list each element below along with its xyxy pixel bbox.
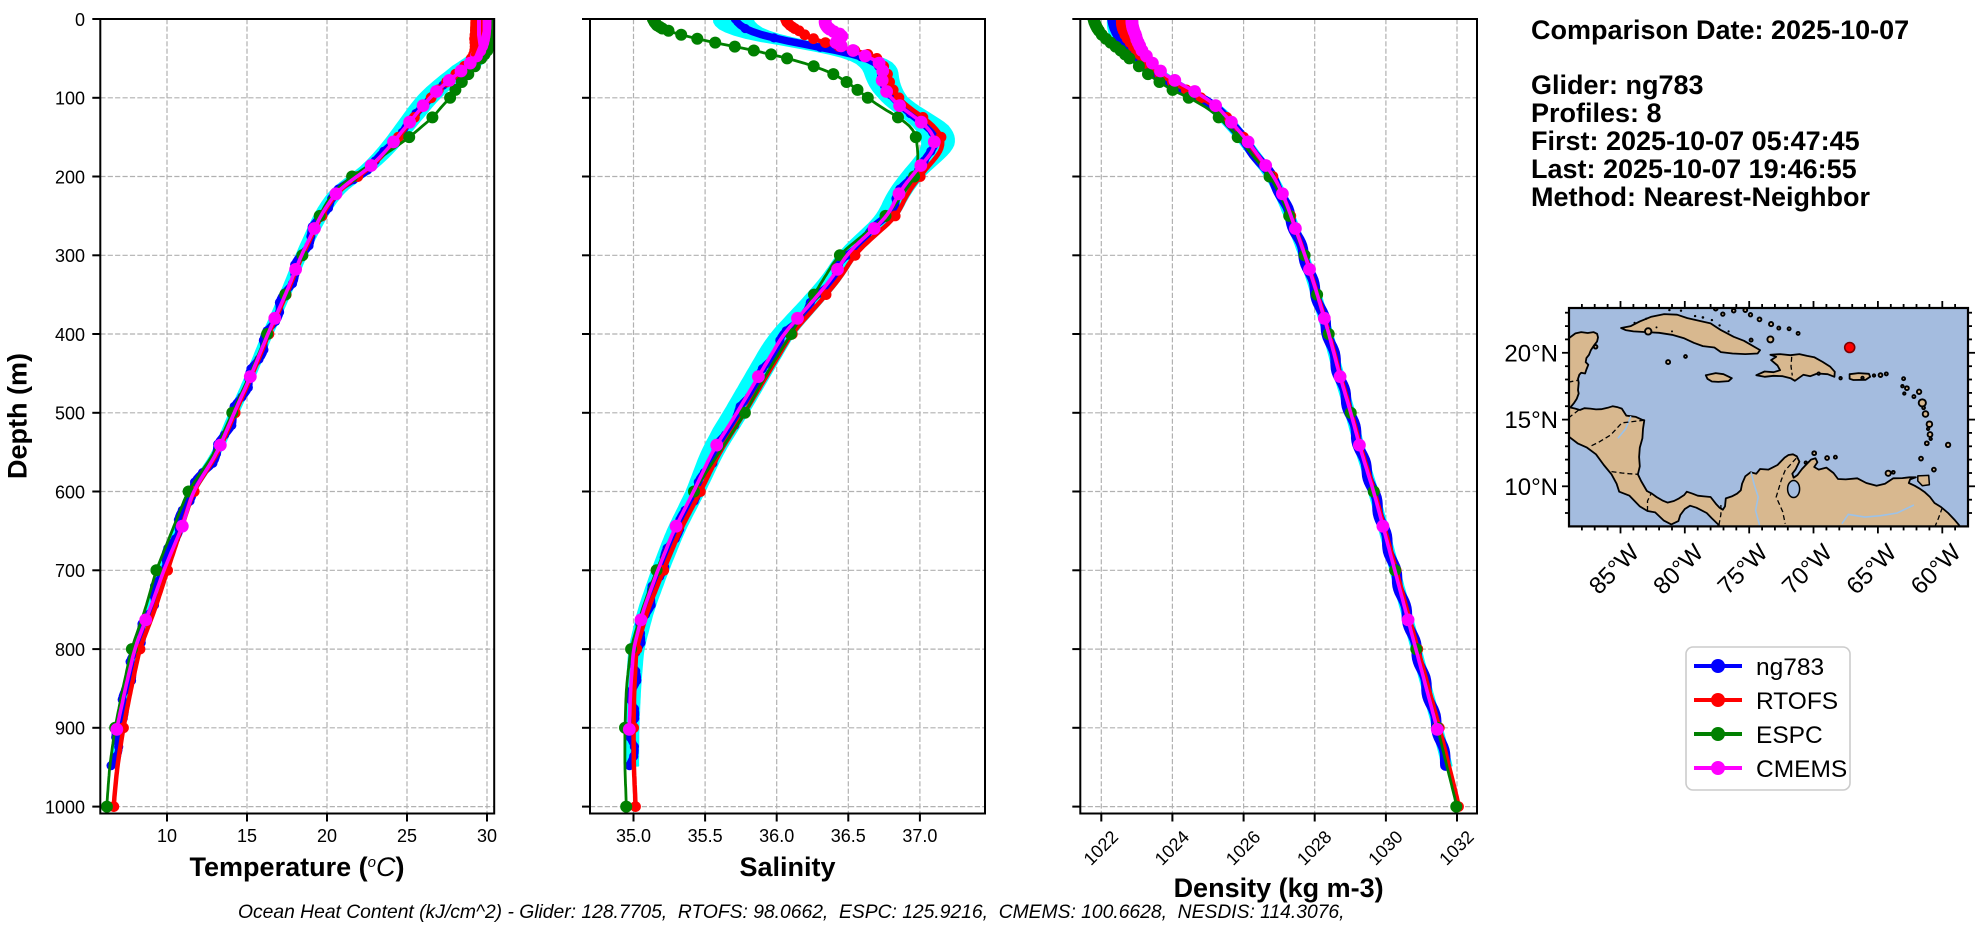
svg-text:10: 10 [157,826,177,846]
svg-text:300: 300 [55,246,85,266]
svg-text:Temperature (oC): Temperature (oC) [190,852,405,882]
svg-text:First: 2025-10-07 05:47:45: First: 2025-10-07 05:47:45 [1531,126,1860,156]
svg-text:400: 400 [55,325,85,345]
svg-text:200: 200 [55,167,85,187]
svg-text:100: 100 [55,89,85,109]
svg-text:Comparison Date: 2025-10-07: Comparison Date: 2025-10-07 [1531,15,1909,45]
svg-text:36.0: 36.0 [759,826,794,846]
svg-text:25: 25 [397,826,417,846]
svg-text:15°N: 15°N [1504,407,1558,434]
svg-text:36.5: 36.5 [831,826,866,846]
svg-text:Salinity: Salinity [739,852,835,882]
svg-text:35.0: 35.0 [616,826,651,846]
svg-text:600: 600 [55,482,85,502]
svg-text:Last: 2025-10-07 19:46:55: Last: 2025-10-07 19:46:55 [1531,154,1857,184]
svg-text:ng783: ng783 [1756,654,1824,681]
svg-text:RTOFS: RTOFS [1756,688,1838,715]
svg-text:900: 900 [55,719,85,739]
svg-text:0: 0 [75,10,85,30]
svg-text:500: 500 [55,404,85,424]
svg-text:Density (kg m-3): Density (kg m-3) [1174,873,1384,903]
svg-text:10°N: 10°N [1504,474,1558,501]
svg-text:700: 700 [55,561,85,581]
svg-text:Profiles: 8: Profiles: 8 [1531,98,1662,128]
svg-text:Ocean Heat Content (kJ/cm^2) -: Ocean Heat Content (kJ/cm^2) - Glider: 1… [238,902,1345,923]
svg-text:Glider: ng783: Glider: ng783 [1531,70,1704,100]
svg-text:37.0: 37.0 [902,826,937,846]
svg-text:1000: 1000 [45,797,85,817]
svg-text:ESPC: ESPC [1756,722,1823,749]
svg-text:15: 15 [237,826,257,846]
svg-text:Method: Nearest-Neighbor: Method: Nearest-Neighbor [1531,182,1871,212]
svg-text:Depth (m): Depth (m) [3,353,33,479]
svg-text:20°N: 20°N [1504,340,1558,367]
svg-text:800: 800 [55,640,85,660]
svg-text:20: 20 [317,826,337,846]
svg-text:35.5: 35.5 [688,826,723,846]
svg-text:CMEMS: CMEMS [1756,756,1847,783]
svg-text:30: 30 [477,826,497,846]
